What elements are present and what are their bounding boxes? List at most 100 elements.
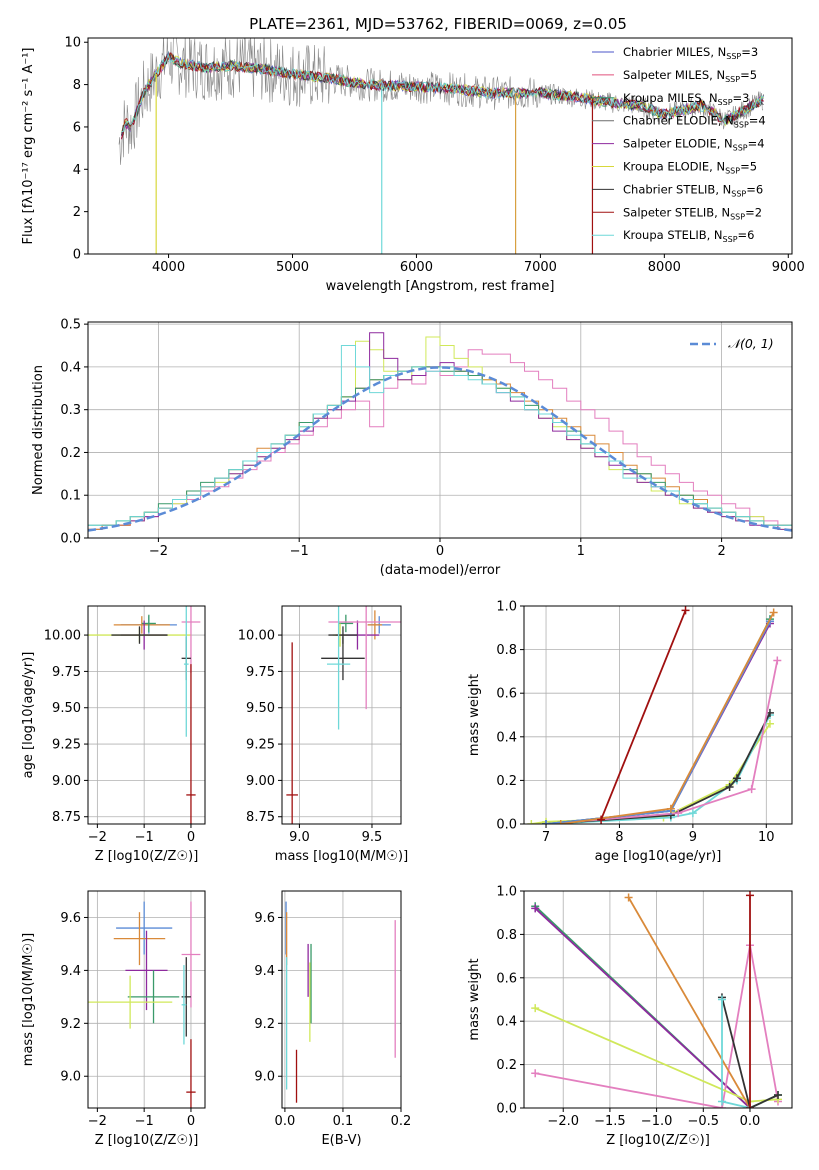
x-tick-label: 5000 [276, 260, 309, 275]
axes-frame [281, 890, 402, 1109]
plot-area [118, 38, 764, 254]
y-tick-label: 0.4 [496, 1015, 517, 1030]
plus-marker [717, 1097, 726, 1106]
panel-mass_vs_EBV: 0.0 0.1 0.2 9.0 9.2 9.4 9.6 E(B-V) [254, 890, 412, 1148]
y-tick-label: 6 [73, 120, 81, 135]
y-axis-label: Normed distribution [31, 365, 46, 495]
legend-label-suffix: =4 [749, 114, 766, 128]
panel-massweight_vs_Z: −2.0 −1.5 −1.0 −0.5 0.0 0.0 0.2 0.4 0.6 0.8 1.0 Z [… [467, 885, 793, 1148]
panel-age_vs_mass: 9.0 9.5 8.75 9.00 9.25 9.50 9.75 10.00 mass [log… [238, 605, 408, 864]
y-tick-label: 1.0 [496, 600, 517, 615]
y-tick-label: 9.50 [246, 701, 275, 716]
y-tick-label: 0.0 [60, 532, 81, 547]
x-axis-label: Z [log10(Z/Z☉)] [606, 1133, 710, 1148]
error-bar-point [186, 1039, 196, 1108]
y-tick-label: 8 [73, 78, 81, 93]
legend-label-suffix: =3 [741, 45, 758, 59]
x-axis-label: age [log10(age/yr)] [595, 849, 722, 864]
mass-weight-line [600, 610, 687, 820]
error-bar-point [113, 616, 170, 634]
plus-marker [688, 809, 697, 818]
x-tick-label: 0.2 [391, 1114, 412, 1129]
y-tick-label: 9.0 [254, 1070, 275, 1085]
axes-frame [87, 37, 793, 255]
x-tick-label: 0.0 [275, 1114, 296, 1129]
x-tick-label: 9.0 [289, 830, 310, 845]
x-tick-label: −1 [135, 1114, 154, 1129]
error-bar-point [326, 606, 351, 730]
plus-marker [531, 1004, 540, 1013]
legend-label-text: Chabrier MILES, N [623, 45, 726, 59]
legend-label: Chabrier MILES, NSSP=3 [623, 45, 758, 61]
y-tick-label: 9.0 [60, 1070, 81, 1085]
legend-label: Salpeter ELODIE, NSSP=4 [623, 137, 765, 153]
error-bar-point [286, 642, 298, 824]
plus-marker [717, 995, 726, 1004]
legend-label-text: Kroupa ELODIE, N [623, 160, 725, 174]
x-axis-label: E(B-V) [321, 1133, 361, 1148]
plus-marker [556, 820, 565, 824]
legend-label-suffix: =5 [740, 68, 757, 82]
mass-weight-line [534, 907, 751, 1108]
legend-label-text: Salpeter STELIB, N [623, 205, 730, 219]
x-tick-label: −2.0 [547, 1114, 579, 1129]
plot-area [286, 606, 401, 824]
legend-label-text: Chabrier STELIB, N [623, 182, 731, 196]
y-tick-label: 9.75 [52, 665, 81, 680]
y-tick-label: 9.2 [60, 1017, 81, 1032]
error-bar-point [183, 606, 189, 737]
mass-weight-line [545, 714, 771, 824]
y-tick-label: 0.2 [496, 774, 517, 789]
error-bar-point [181, 957, 191, 1037]
x-tick-label: −2 [88, 1114, 107, 1129]
y-tick-label: 9.50 [52, 701, 81, 716]
x-axis-label: mass [log10(M/M☉)] [275, 849, 408, 864]
error-bar-point [321, 636, 365, 681]
x-tick-label: 8000 [648, 260, 681, 275]
legend-label-text: Chabrier ELODIE, N [623, 114, 734, 128]
y-tick-label: 0.0 [496, 1102, 517, 1117]
y-axis-label: mass [log10(M/M☉)] [21, 933, 36, 1066]
y-tick-label: 2 [73, 205, 81, 220]
legend-label-sub: SSP [723, 235, 738, 244]
legend-label-sub: SSP [725, 167, 740, 176]
x-tick-label: 0.0 [740, 1114, 761, 1129]
x-tick-label: 8 [615, 830, 623, 845]
plus-marker [542, 820, 551, 824]
y-tick-label: 9.6 [60, 911, 81, 926]
x-axis-label: Z [log10(Z/Z☉)] [95, 849, 199, 864]
y-tick-label: 10.00 [238, 629, 275, 644]
mass-weight-line [627, 897, 751, 1108]
error-bar-point [181, 606, 201, 673]
plus-marker [773, 656, 782, 665]
x-tick-label: 7000 [524, 260, 557, 275]
y-tick-label: 8.75 [246, 810, 275, 825]
legend-label-sub: SSP [734, 121, 749, 130]
plus-marker [725, 782, 734, 791]
x-tick-label: −1 [290, 544, 309, 559]
legend-label-text: Kroupa STELIB, N [623, 228, 723, 242]
legend-label-suffix: =4 [748, 137, 765, 151]
panel-residuals: 𝒩(0, 1) −2 −1 0 1 2 0.0 0.1 0.2 0.3 0.4 0.5 (data-mo… [31, 318, 793, 578]
error-bar-point [125, 930, 168, 1011]
x-tick-label: 9 [689, 830, 697, 845]
plus-marker [732, 774, 741, 783]
error-bar-point [181, 901, 201, 1008]
error-bar-point [186, 664, 196, 824]
axes-frame [87, 605, 206, 825]
legend-label-suffix: =6 [738, 228, 755, 242]
y-tick-label: 0.1 [60, 489, 81, 504]
plus-marker [531, 904, 540, 913]
y-tick-label: 0.8 [496, 643, 517, 658]
plus-marker [765, 719, 774, 728]
x-tick-label: −0.5 [688, 1114, 720, 1129]
y-tick-label: 9.6 [254, 911, 275, 926]
y-axis-label: age [log10(age/yr)] [21, 652, 36, 779]
plus-marker [745, 1104, 754, 1108]
x-tick-label: −2 [88, 830, 107, 845]
plus-marker [747, 785, 756, 794]
plus-marker [597, 815, 606, 824]
x-tick-label: 0 [187, 1114, 195, 1129]
x-tick-label: 6000 [400, 260, 433, 275]
